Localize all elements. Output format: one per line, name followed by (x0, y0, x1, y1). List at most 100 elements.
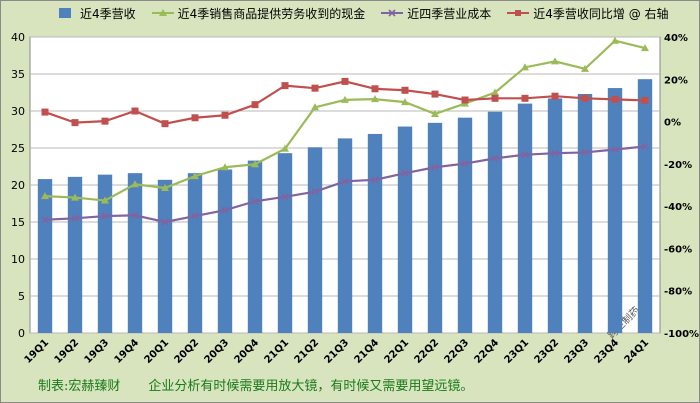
point-triangle (281, 144, 289, 152)
footer-maker: 制表:宏赫臻财 (38, 379, 121, 394)
bar-revenue (457, 117, 473, 333)
category-label: 19Q2 (53, 337, 82, 366)
right-tick-label: -40% (664, 202, 692, 213)
left-tick-label: 0 (18, 327, 25, 340)
point-square (341, 77, 349, 85)
point-x (161, 218, 169, 226)
right-tick-label: 0% (664, 118, 681, 129)
point-square (551, 92, 559, 100)
point-triangle (431, 109, 439, 117)
bar-revenue (67, 176, 83, 333)
right-tick-label: 20% (664, 75, 688, 86)
point-x (371, 176, 379, 184)
legend-item-cost: 近四季营业成本 (381, 5, 491, 22)
bar-revenue (577, 93, 593, 333)
category-label: 19Q3 (83, 337, 112, 366)
bar-revenue (37, 179, 53, 333)
bar-revenue (157, 179, 173, 333)
legend-label-revenue: 近4季营收 (80, 6, 136, 21)
bar-revenue (607, 88, 623, 333)
category-label: 21Q3 (323, 337, 352, 366)
point-triangle (551, 57, 559, 65)
point-x (131, 211, 139, 219)
point-square (641, 96, 649, 104)
left-tick-label: 30 (11, 105, 25, 118)
point-triangle (71, 193, 79, 201)
left-tick-label: 25 (11, 142, 25, 155)
point-square (131, 107, 139, 115)
legend-item-yoy: 近4季营收同比增 @ 右轴 (507, 5, 669, 22)
bar-revenue (637, 79, 653, 334)
right-tick-label: 40% (664, 33, 688, 44)
category-label: 19Q1 (23, 337, 52, 366)
category-label: 24Q1 (623, 337, 652, 366)
bar-revenue (337, 138, 353, 333)
left-tick-label: 15 (11, 216, 25, 229)
point-x (281, 193, 289, 201)
category-label: 22Q2 (413, 337, 442, 366)
point-triangle (371, 95, 379, 103)
point-x (551, 149, 559, 157)
right-tick-label: -100% (664, 329, 699, 340)
point-x (461, 160, 469, 168)
point-square (161, 120, 169, 128)
point-triangle (101, 196, 109, 204)
point-x (341, 177, 349, 185)
legend-triangle-swatch (151, 7, 174, 19)
point-triangle (311, 103, 319, 111)
legend-square-swatch (507, 7, 530, 19)
right-tick-label: -80% (664, 287, 692, 298)
legend-label-cost: 近四季营业成本 (407, 6, 492, 21)
left-tick-label: 35 (11, 68, 25, 81)
point-triangle (491, 88, 499, 96)
legend-x-swatch (381, 7, 404, 19)
legend-label-cash: 近4季销售商品提供劳务收到的现金 (177, 6, 366, 21)
legend-item-cash: 近4季销售商品提供劳务收到的现金 (151, 5, 366, 22)
footer-motto: 企业分析有时候需要用放大镜，有时候又需要用望远镜。 (148, 379, 474, 394)
category-label: 20Q3 (203, 337, 232, 366)
point-x (521, 151, 529, 159)
category-label: 23Q2 (533, 337, 562, 366)
point-square (251, 101, 259, 109)
point-x (41, 216, 49, 224)
point-x (251, 197, 259, 205)
category-label: 20Q4 (233, 337, 262, 366)
point-x (401, 169, 409, 177)
bar-revenue (277, 153, 293, 333)
point-triangle (581, 64, 589, 72)
category-label: 22Q4 (473, 337, 502, 366)
category-label: 21Q1 (263, 337, 292, 366)
point-square (191, 114, 199, 122)
point-square (431, 90, 439, 98)
right-tick-label: -20% (664, 160, 692, 171)
point-square (311, 84, 319, 92)
category-label: 21Q2 (293, 337, 322, 366)
bar-revenue (217, 169, 233, 333)
bar-revenue (127, 173, 143, 333)
right-tick-label: -60% (664, 244, 692, 255)
point-x (101, 212, 109, 220)
category-label: 23Q3 (563, 337, 592, 366)
left-tick-label: 40 (11, 31, 25, 44)
category-label: 22Q3 (443, 337, 472, 366)
point-square (521, 94, 529, 102)
point-triangle (521, 63, 529, 71)
left-tick-label: 20 (11, 179, 25, 192)
bar-revenue (367, 133, 383, 333)
point-square (221, 111, 229, 119)
bar-revenue (517, 103, 533, 333)
point-x (491, 154, 499, 162)
point-square (401, 86, 409, 94)
point-triangle (401, 98, 409, 106)
point-triangle (41, 192, 49, 200)
point-x (311, 188, 319, 196)
point-square (461, 96, 469, 104)
bar-revenue (397, 126, 413, 333)
point-triangle (221, 163, 229, 171)
point-triangle (161, 183, 169, 191)
point-square (71, 119, 79, 127)
category-label: 22Q1 (383, 337, 412, 366)
category-label: 20Q2 (173, 337, 202, 366)
bar-revenue (427, 122, 443, 333)
